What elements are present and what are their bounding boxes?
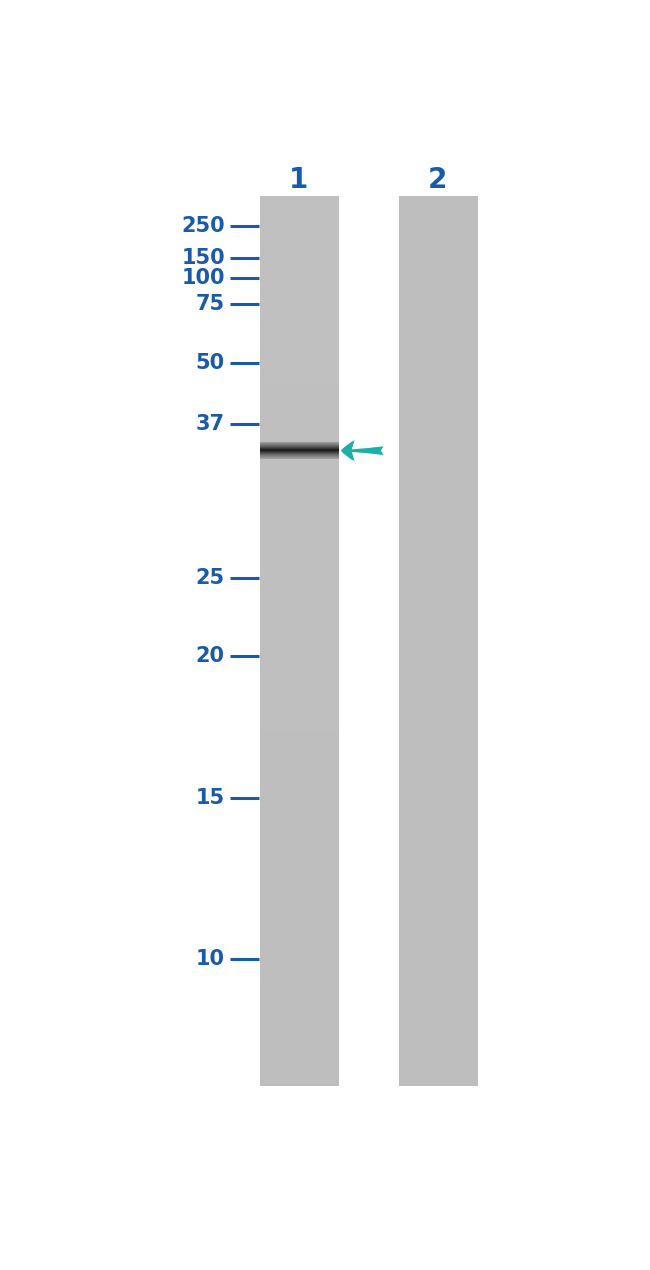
Text: 15: 15: [196, 787, 225, 808]
Text: 10: 10: [196, 949, 225, 969]
Text: 50: 50: [196, 353, 225, 372]
Text: 100: 100: [181, 268, 225, 287]
Text: 25: 25: [196, 568, 225, 588]
Text: 2: 2: [428, 166, 448, 194]
Text: 1: 1: [289, 166, 309, 194]
Text: 37: 37: [196, 414, 225, 434]
Text: 20: 20: [196, 646, 225, 665]
Text: 250: 250: [181, 216, 225, 236]
Text: 150: 150: [181, 248, 225, 268]
Text: 75: 75: [196, 293, 225, 314]
